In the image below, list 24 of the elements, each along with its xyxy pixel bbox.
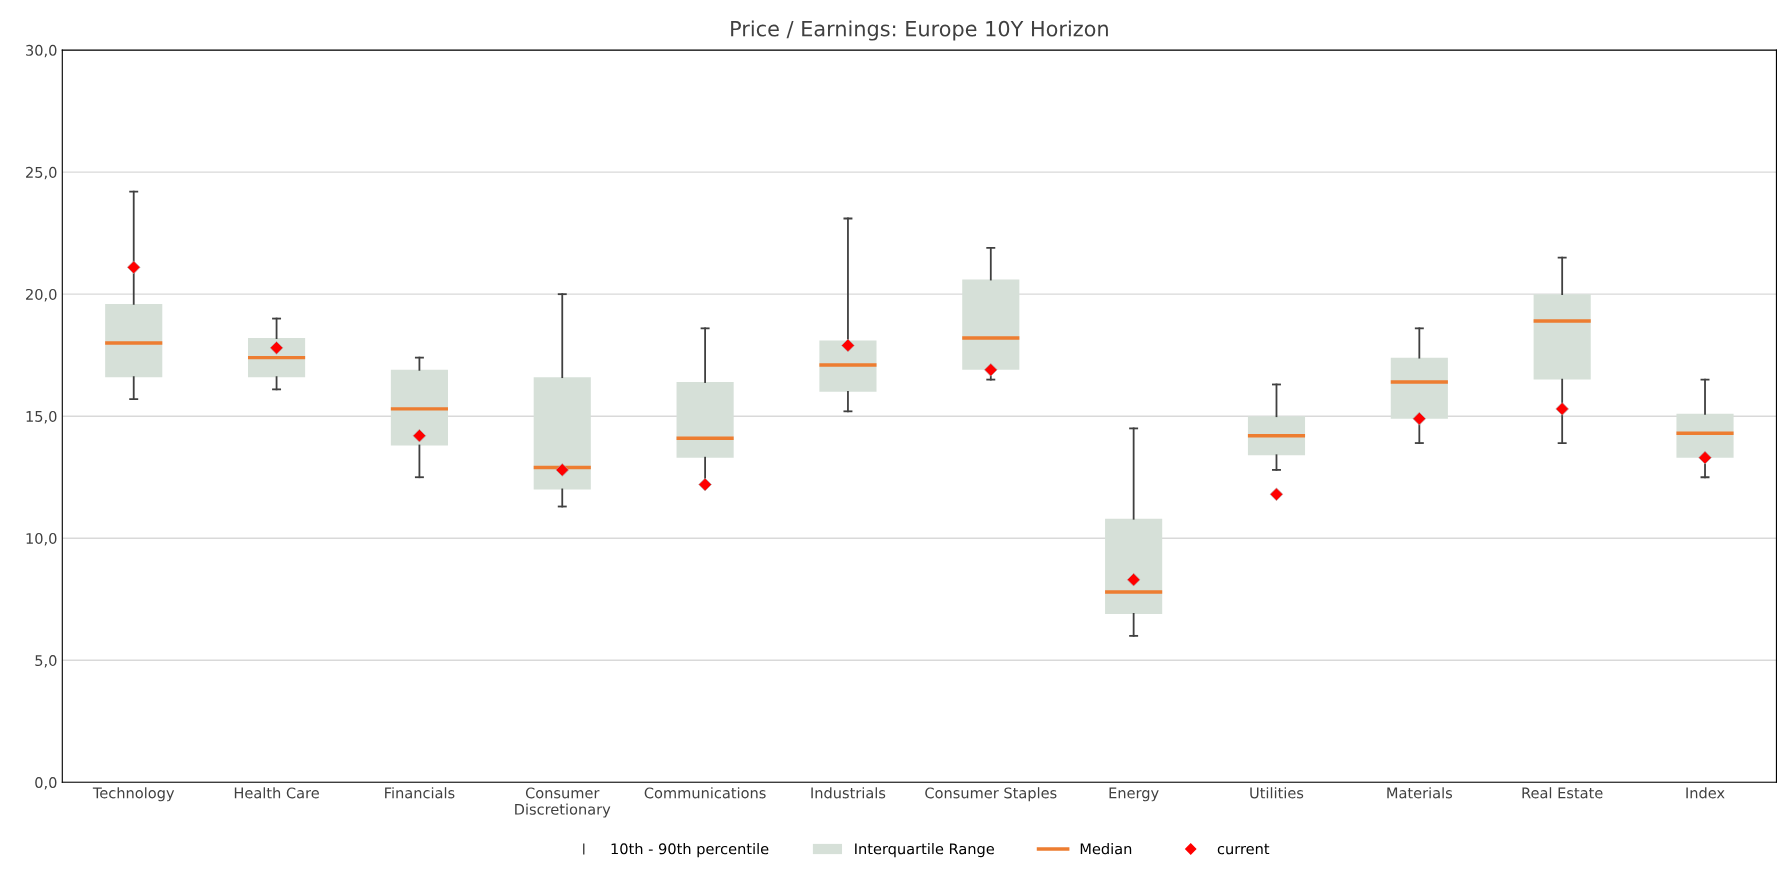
- x-tick-label: Real Estate: [1522, 787, 1603, 799]
- y-tick-label: 10,0: [26, 532, 57, 546]
- text: Median: [1080, 843, 1132, 855]
- y-tick-label: 5,0: [35, 654, 57, 668]
- y-tick-label: 25,0: [26, 166, 57, 180]
- x-tick-label: Technology: [92, 787, 175, 802]
- x-tick-label: Communications: [644, 787, 766, 799]
- chart-title: Price / Earnings: Europe 10Y Horizon: [731, 20, 1108, 41]
- y-tick-label: 0,0: [35, 777, 57, 790]
- x-tick-label: Consumer Discretionary: [515, 787, 611, 818]
- text: 10th - 90th percentile: [611, 843, 769, 858]
- x-tick-label: Industrials: [811, 787, 886, 799]
- y-tick-label: 20,0: [26, 288, 57, 302]
- x-tick-label: Index: [1686, 787, 1725, 799]
- x-tick-label: Materials: [1387, 787, 1453, 799]
- legend-label: current: [1217, 843, 1270, 855]
- y-tick-label: 15,0: [26, 410, 57, 424]
- y-tick-label: 30,0: [26, 44, 57, 58]
- x-tick-label: Utilities: [1250, 787, 1304, 799]
- x-tick-label: Consumer Staples: [925, 787, 1057, 802]
- x-tick-label: Financials: [385, 787, 455, 799]
- x-tick-label: Health Care: [234, 787, 319, 799]
- legend-label: Interquartile Range: [855, 843, 994, 858]
- x-tick-label: Energy: [1109, 787, 1159, 802]
